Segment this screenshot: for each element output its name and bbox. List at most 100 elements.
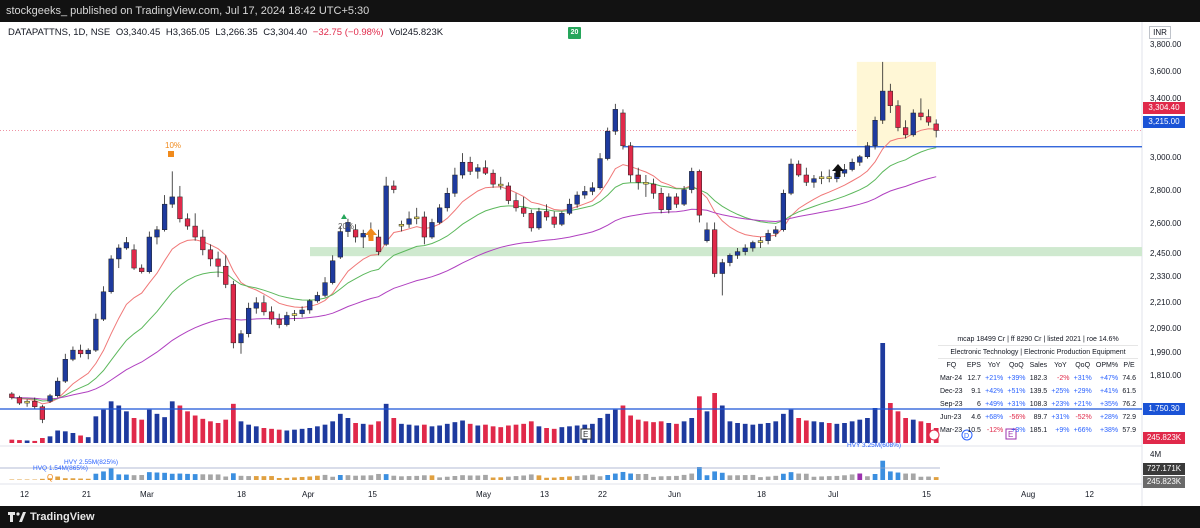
fundamentals-table: mcap 18499 Cr | ff 8290 Cr | listed 2021…: [938, 333, 1138, 437]
volume-bar: [32, 440, 38, 443]
earnings-marker-box: [580, 428, 592, 440]
rvol-bar: [230, 473, 236, 480]
candle-body: [253, 302, 259, 309]
fundamentals-cell: -52%: [1075, 414, 1092, 421]
candle-body: [429, 222, 435, 238]
fundamentals-column-header: QoQ: [1075, 362, 1091, 369]
volume-bar: [330, 421, 336, 443]
legend-change: −32.75 (−0.98%): [312, 27, 384, 38]
candle-body: [719, 262, 725, 274]
fundamentals-cell: +39%: [1007, 375, 1026, 382]
price-chart[interactable]: 10% 20% HVQ 1.54M(865%)HVY 2.55M(825%) HVY …: [0, 22, 1200, 506]
candle-body: [238, 333, 244, 344]
candle-body: [200, 236, 206, 251]
volume-bar: [483, 424, 488, 443]
rvol-bar: [299, 476, 305, 480]
candle-body: [276, 318, 282, 325]
high-marker-icon: [168, 151, 174, 157]
fundamentals-cell: 57.9: [1122, 427, 1136, 434]
rvol-tag-a: 727.171K: [1143, 463, 1185, 475]
time-axis-label: 13: [540, 490, 549, 499]
volume-bar: [865, 418, 870, 443]
fundamentals-cell: +35%: [1100, 401, 1119, 408]
candle-body: [192, 225, 198, 238]
rvol-bar: [246, 476, 252, 480]
candle-body: [169, 196, 175, 205]
rvol-bar: [139, 475, 145, 480]
fundamentals-cell: Mar-23: [940, 427, 963, 434]
volume-bar: [124, 411, 129, 443]
candle-body: [895, 105, 901, 128]
volume-bar: [635, 419, 641, 443]
rvol-bar: [773, 475, 779, 480]
legend-symbol[interactable]: DATAPATTNS, 1D, NSE: [8, 27, 111, 38]
volume-bar: [696, 396, 702, 443]
candle-body: [643, 182, 649, 185]
volume-bar: [345, 418, 351, 443]
rvol-bar: [253, 476, 259, 480]
rvol-bar: [47, 478, 53, 480]
candle-body: [261, 302, 267, 313]
volume-bar: [429, 426, 435, 443]
volume-bar: [918, 421, 924, 443]
rvol-bar: [559, 476, 565, 480]
price-axis-label: 3,800.00: [1150, 40, 1182, 49]
volume-bar: [926, 423, 931, 443]
volume-bar: [131, 418, 137, 443]
chart-frame[interactable]: 10% 20% HVQ 1.54M(865%) HVY 2.55M(825%) HVY …: [0, 22, 1200, 506]
fundamentals-cell: 10.5: [967, 427, 981, 434]
candle-body: [811, 178, 817, 183]
candle-body: [880, 90, 886, 121]
volume-bar: [521, 423, 527, 443]
rvol-bar: [590, 474, 595, 480]
rvol-bar: [551, 477, 557, 480]
tradingview-logo[interactable]: TradingView: [8, 511, 95, 523]
candle-body: [16, 397, 23, 404]
candle-body: [887, 90, 893, 106]
candle-body: [559, 213, 565, 225]
rvol-bar: [926, 476, 931, 480]
price-axis-label: 2,090.00: [1150, 324, 1182, 333]
volume-bar: [78, 435, 83, 443]
rvol-bar: [124, 474, 129, 480]
symbol-legend: DATAPATTNS, 1D, NSE O3,340.45 H3,365.05 …: [8, 27, 446, 38]
volume-bar: [85, 437, 91, 443]
volume-bar: [223, 419, 229, 443]
currency-button[interactable]: INR: [1149, 26, 1171, 39]
candle-body: [818, 176, 825, 179]
time-axis-label: 15: [368, 490, 377, 499]
candle-body: [490, 172, 496, 185]
volume-bar: [681, 421, 687, 443]
dividend-marker: D: [964, 433, 969, 440]
breakout-arrow-icon: [365, 228, 377, 241]
fundamentals-column-header: OPM%: [1095, 362, 1119, 369]
rvol-bar: [719, 472, 725, 480]
volume-bar: [651, 422, 656, 443]
indicator-badge[interactable]: 20: [568, 27, 581, 39]
candle-body: [566, 203, 573, 214]
volume-bar: [421, 424, 427, 443]
volume-bar: [849, 421, 855, 443]
candle-body: [903, 127, 909, 136]
price-axis-label: 2,210.00: [1150, 298, 1182, 307]
rvol-bar: [742, 475, 748, 480]
volume-bar: [903, 418, 908, 443]
volume-bar: [742, 423, 748, 443]
fundamentals-cell: 108.3: [1029, 401, 1048, 408]
volume-bar: [24, 440, 30, 443]
candle-body: [62, 359, 68, 382]
candle-body: [9, 393, 15, 398]
volume-bar: [383, 403, 389, 443]
rvol-bar: [376, 473, 381, 480]
candle-body: [383, 185, 389, 245]
rvol-bar: [849, 474, 855, 480]
publisher-name[interactable]: stockgeeks_: [6, 5, 68, 17]
small-up-marker-icon: [341, 214, 347, 219]
fundamentals-column-header: FQ: [946, 362, 957, 369]
volume-bar: [498, 427, 504, 443]
volume-bar: [292, 429, 297, 443]
tradingview-icon: [8, 512, 26, 522]
legend-high: H3,365.05: [165, 27, 210, 38]
fundamentals-cell: +25%: [1051, 388, 1070, 395]
rvol-bar: [108, 468, 114, 480]
